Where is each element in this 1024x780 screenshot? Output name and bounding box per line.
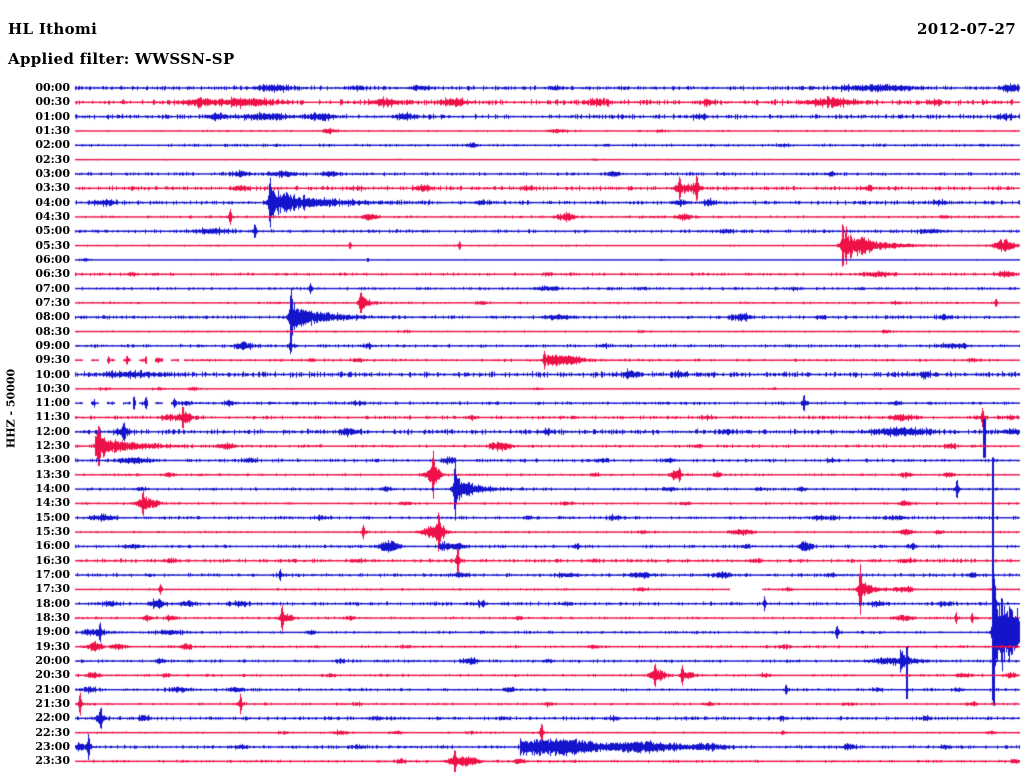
helicorder-canvas — [0, 0, 1024, 780]
helicorder-page: HL Ithomi 2012-07-27 Applied filter: WWS… — [0, 0, 1024, 780]
